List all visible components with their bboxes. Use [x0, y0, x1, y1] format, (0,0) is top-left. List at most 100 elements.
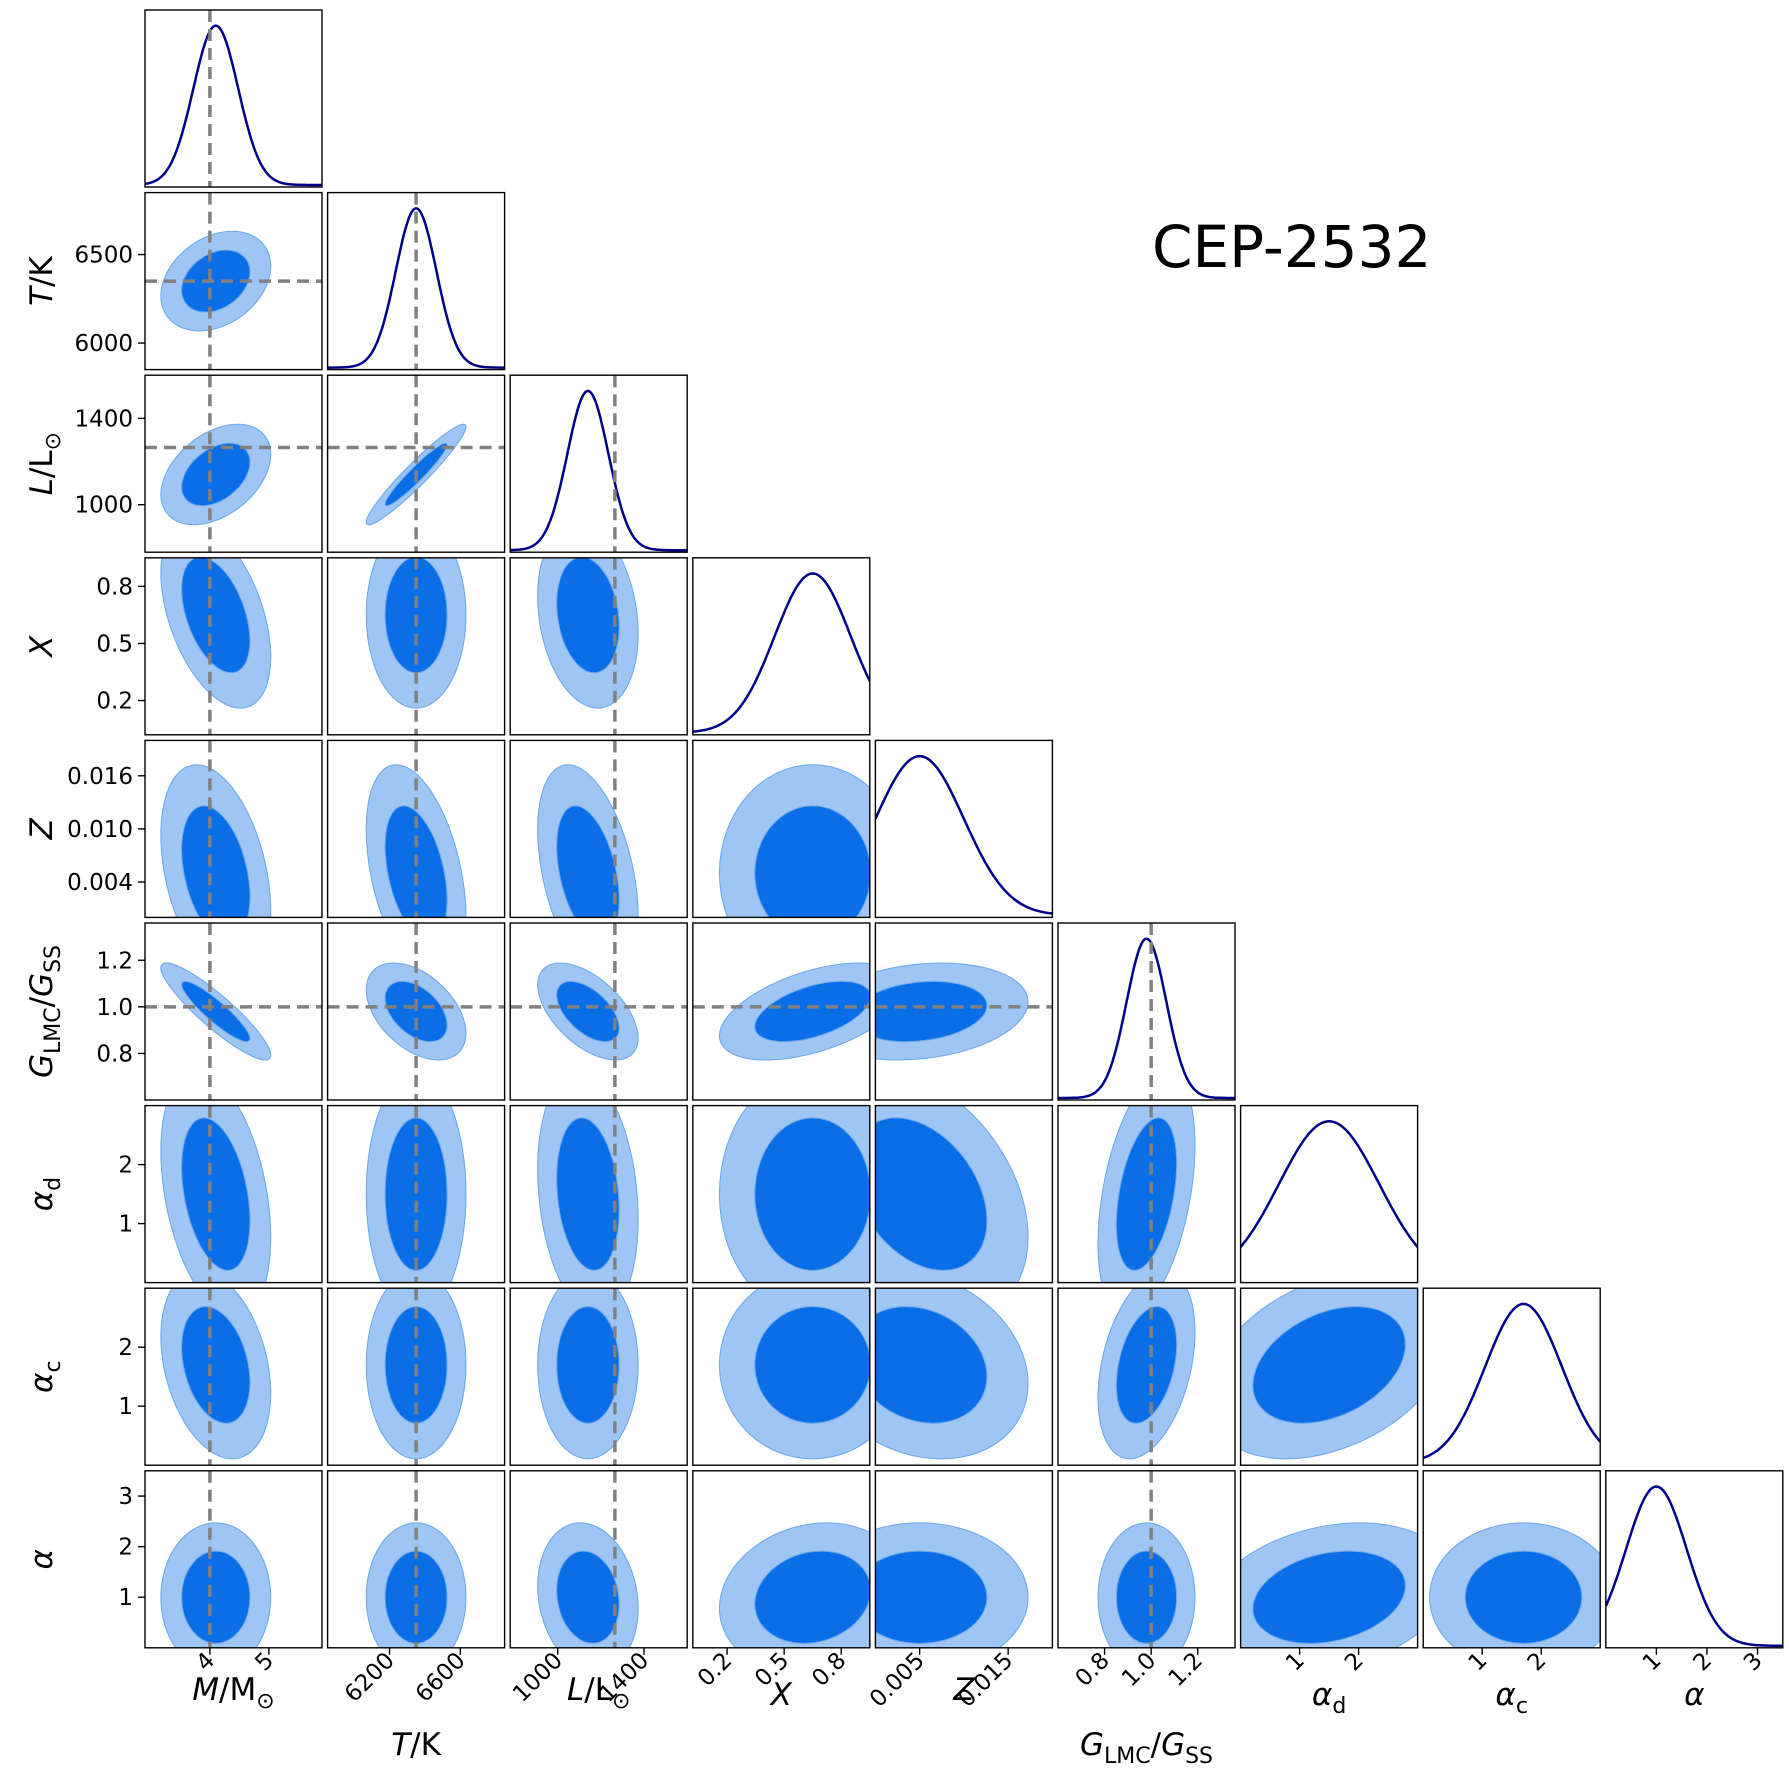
- contour-inner-alpha-Z: [875, 1550, 988, 1644]
- panel-G-G: [1057, 922, 1236, 1101]
- panel-frame: [144, 1287, 323, 1466]
- panel-frame: [692, 1287, 871, 1466]
- panel-ad-Z: [874, 1104, 1054, 1284]
- contour-inner-ad-M: [181, 1117, 251, 1271]
- marginal-curve-L: [510, 389, 688, 552]
- panel-G-T: [326, 922, 506, 1101]
- marginal-curve-alpha: [1605, 1485, 1783, 1648]
- panel-ad-M: 12: [118, 1104, 323, 1284]
- xtick-label: 2: [1523, 1648, 1552, 1677]
- contour-inner-alpha-L: [556, 1550, 620, 1644]
- panel-frame: [692, 922, 871, 1101]
- yaxis-label-X: X: [24, 635, 60, 659]
- ytick-label: 2: [118, 1335, 133, 1361]
- contour-inner-alpha-ac: [1464, 1550, 1583, 1644]
- xtick-label: 0.2: [693, 1648, 737, 1692]
- ytick-label: 6000: [74, 331, 133, 357]
- panel-frame: [692, 1470, 871, 1649]
- marginal-curve-Z: [875, 754, 1053, 915]
- panel-L-T: [326, 374, 506, 553]
- xtick-label: 1000: [508, 1648, 568, 1708]
- xaxis-label-Z: Z: [952, 1672, 975, 1708]
- contour-inner-ac-M: [181, 1306, 251, 1424]
- panel-X-X: [692, 557, 871, 736]
- xtick-label: 0.005: [865, 1648, 930, 1713]
- xtick-label: 1: [1464, 1648, 1493, 1677]
- ytick-label: 0.004: [67, 870, 133, 896]
- ytick-label: 6500: [74, 243, 133, 269]
- contour-inner-ac-Z: [875, 1306, 988, 1424]
- panel-frame: [326, 922, 506, 1101]
- panel-frame: [1057, 1287, 1236, 1466]
- panel-frame: [1057, 1104, 1236, 1284]
- panel-frame: [509, 922, 688, 1101]
- panel-frame: [326, 191, 506, 371]
- ytick-label: 0.010: [67, 817, 133, 843]
- xtick-label: 6600: [411, 1648, 471, 1708]
- panel-frame: [144, 1470, 323, 1649]
- contour-inner-ad-T: [384, 1117, 448, 1271]
- panel-ad-X: [692, 1104, 871, 1284]
- yaxis-label-L: L/L⊙: [24, 432, 66, 495]
- panel-frame: [509, 374, 688, 553]
- panel-frame: [326, 557, 506, 736]
- panel-frame: [144, 557, 323, 736]
- panel-Z-T: [326, 739, 506, 919]
- panel-X-M: 0.2 0.5 0.8: [96, 557, 323, 736]
- contour-inner-ac-X: [754, 1306, 870, 1424]
- panel-frame: [1422, 1470, 1601, 1649]
- ytick-label: 0.8: [96, 1041, 133, 1067]
- contour-inner-G-T: [384, 980, 448, 1043]
- panel-alpha-X: 0.2 0.5 0.8: [692, 1470, 871, 1692]
- xtick-label: 1: [1281, 1648, 1310, 1677]
- panel-frame: [692, 1104, 871, 1284]
- panel-alpha-T: 6200 6600: [326, 1470, 506, 1708]
- ytick-label: 0.2: [96, 689, 133, 715]
- xtick-label: 0.8: [807, 1648, 851, 1692]
- ytick-label: 0.016: [67, 764, 133, 790]
- ytick-label: 0.5: [96, 631, 133, 657]
- panel-frame: [509, 1104, 688, 1284]
- panel-frame: [509, 1470, 688, 1649]
- panel-ad-L: [509, 1104, 688, 1284]
- panel-ac-Z: [874, 1287, 1054, 1466]
- contour-inner-Z-X: [754, 805, 870, 918]
- marginal-curve-T: [327, 207, 505, 369]
- panel-frame: [874, 1104, 1054, 1284]
- panel-frame: [326, 374, 506, 553]
- ytick-label: 2: [118, 1535, 133, 1561]
- panel-G-Z: [874, 922, 1054, 1101]
- panel-frame: [1239, 1104, 1419, 1284]
- ytick-label: 1: [118, 1585, 133, 1611]
- yaxis-label-ac: αc: [24, 1360, 66, 1393]
- contour-inner-Z-T: [384, 805, 448, 918]
- panel-frame: [874, 739, 1054, 919]
- panel-ac-ad: [1239, 1287, 1419, 1466]
- yaxis-label-G: GLMC/GSS: [24, 945, 66, 1078]
- panel-Z-Z: [874, 739, 1054, 919]
- xtick-label: 1.0: [1117, 1648, 1161, 1692]
- panel-Z-X: [692, 739, 871, 919]
- marginal-curve-ad: [1240, 1120, 1418, 1248]
- panel-frame: [144, 922, 323, 1101]
- xaxis-label-X: X: [769, 1677, 793, 1713]
- panel-G-L: [509, 922, 688, 1101]
- yaxis-label-ad: αd: [24, 1177, 66, 1211]
- panel-T-M: 6000 6500: [74, 191, 323, 371]
- ytick-label: 1000: [74, 493, 133, 519]
- contour-inner-G-M: [181, 980, 251, 1043]
- marginal-curve-ac: [1423, 1302, 1601, 1460]
- contour-inner-alpha-M: [181, 1550, 251, 1644]
- yaxis-label-alpha: α: [24, 1549, 60, 1569]
- panel-Z-L: [509, 739, 688, 919]
- xtick-label: 0.8: [1071, 1648, 1115, 1692]
- ytick-label: 3: [118, 1484, 133, 1510]
- contour-inner-L-M: [181, 442, 251, 507]
- panel-ac-X: [692, 1287, 871, 1466]
- panel-frame: [1057, 922, 1236, 1101]
- ytick-label: 1400: [74, 406, 133, 432]
- xaxis-label-ad: αd: [1312, 1677, 1346, 1719]
